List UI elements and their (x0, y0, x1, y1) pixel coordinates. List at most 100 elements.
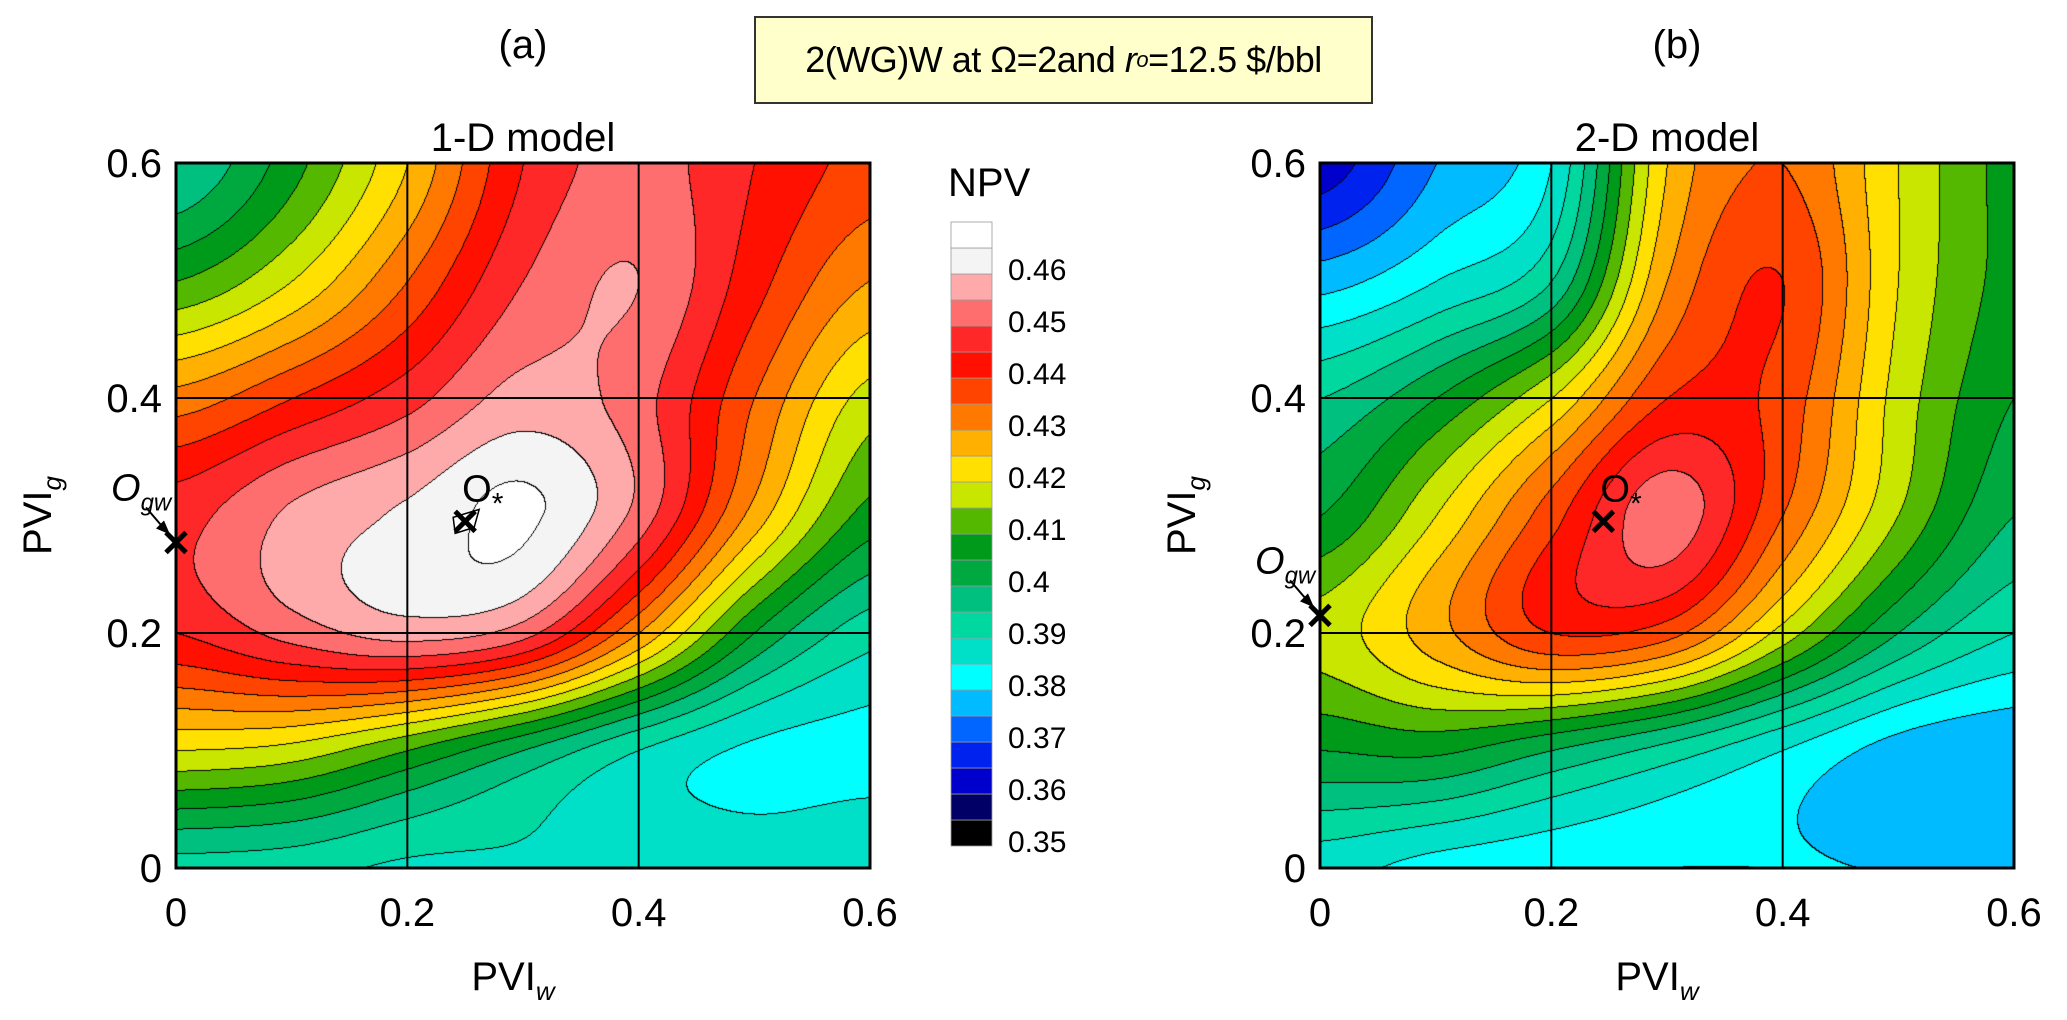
colorbar-band (950, 481, 993, 509)
x-axis-label-sub: w (536, 976, 557, 1006)
contour-fill-b (1320, 163, 2014, 868)
colorbar-tick-label: 0.42 (1008, 462, 1066, 495)
colorbar-band (950, 611, 993, 639)
marker-label-main: O (1600, 468, 1630, 510)
plot-frame (1318, 161, 2016, 870)
x-tick-label: 0.6 (842, 891, 898, 935)
marker-label-main: O (1255, 540, 1285, 582)
y-tick-label: 0 (140, 847, 162, 891)
marker-label-sub: * (492, 487, 504, 520)
marker-o-star: O* (1591, 468, 1642, 534)
colorbar-band (950, 741, 993, 769)
y-tick-label: 0.4 (1250, 377, 1306, 421)
x-tick-label: 0.4 (1755, 891, 1811, 935)
colorbar-band (950, 429, 993, 457)
title-omega: Ω=2 (990, 39, 1057, 80)
title-r: r (1124, 39, 1137, 80)
colorbar-band (950, 221, 993, 249)
colorbar-band (950, 767, 993, 795)
colorbar: NPV 0.46 0.45 0.44 0.43 0.42 0.41 0.4 0.39 0.38 0.… (948, 161, 1066, 859)
marker-o-star: O* (452, 468, 504, 535)
x-tick-label: 0.6 (1986, 891, 2042, 935)
colorbar-band (950, 689, 993, 717)
y-tick-label: 0.2 (1250, 612, 1306, 656)
colorbar-tick-label: 0.36 (1008, 774, 1066, 807)
marker-label: Ogw (1255, 540, 1317, 589)
x-axis-label-main: PVI (1615, 955, 1679, 999)
x-axis-label-main: PVI (471, 955, 535, 999)
y-tick-label: 0.6 (1250, 142, 1306, 186)
y-tick-label: 0.2 (106, 612, 162, 656)
colorbar-band (950, 637, 993, 665)
x-tick-label: 0.2 (380, 891, 436, 935)
marker-label-sub: gw (141, 490, 173, 517)
colorbar-tick-label: 0.37 (1008, 722, 1066, 755)
x-tick-label: 0 (165, 891, 187, 935)
colorbar-band (950, 273, 993, 301)
colorbar-tick-label: 0.38 (1008, 670, 1066, 703)
colorbar-tick-label: 0.44 (1008, 358, 1066, 391)
colorbar-band (950, 793, 993, 821)
panel-title: 1-D model (431, 116, 616, 160)
colorbar-title: NPV (948, 161, 1031, 205)
colorbar-band (950, 559, 993, 587)
colorbar-band (950, 533, 993, 561)
colorbar-tick-label: 0.41 (1008, 514, 1066, 547)
colorbar-tick-label: 0.4 (1008, 566, 1050, 599)
y-axis-label: PVIg (16, 475, 67, 554)
colorbar-tick-label: 0.35 (1008, 826, 1066, 859)
colorbar-band (950, 507, 993, 535)
colorbar-tick-label: 0.45 (1008, 306, 1066, 339)
colorbar-band (950, 585, 993, 613)
colorbar-band (950, 325, 993, 353)
y-axis-label-sub: g (37, 475, 67, 490)
y-axis-label-sub: g (1181, 475, 1211, 490)
colorbar-band (950, 351, 993, 379)
colorbar-band (950, 247, 993, 275)
marker-label-sub: gw (1285, 562, 1317, 589)
title-and: and (1056, 39, 1116, 80)
x-tick-label: 0 (1309, 891, 1331, 935)
x-tick-label: 0.2 (1524, 891, 1580, 935)
contour-fill-a (176, 163, 870, 868)
y-tick-label: 0.6 (106, 142, 162, 186)
arrow-head-icon (156, 520, 170, 535)
colorbar-band (950, 819, 993, 847)
y-axis-label-main: PVI (16, 490, 60, 554)
title-prefix: 2(WG)W at (805, 39, 981, 80)
marker-label-main: O (462, 468, 492, 510)
y-axis-label: PVIg (1160, 475, 1211, 554)
panel-label: (b) (1653, 23, 1702, 67)
colorbar-band (950, 377, 993, 405)
x-mark-icon (453, 509, 477, 534)
colorbar-tick-label: 0.46 (1008, 254, 1066, 287)
colorbar-band (950, 403, 993, 431)
x-axis-label: PVIw (471, 955, 556, 1006)
x-mark-icon (164, 530, 188, 555)
marker-o-gw: Ogw (1255, 540, 1332, 628)
marker-label-main: O (111, 468, 141, 510)
arrow-head-icon (1300, 593, 1314, 608)
marker-label: O* (462, 468, 504, 520)
colorbar-band (950, 299, 993, 327)
marker-o-gw: Ogw (111, 468, 188, 555)
title-suffix: =12.5 $/bbl (1148, 39, 1322, 80)
x-mark-icon (1308, 603, 1332, 628)
colorbar-band (950, 455, 993, 483)
title-r-sub: o (1136, 47, 1149, 72)
plot-frame (174, 161, 872, 870)
figure-title-box: 2(WG)W at Ω=2 and r o =12.5 $/bbl (754, 16, 1373, 104)
colorbar-band (950, 663, 993, 691)
colorbar-tick-label: 0.39 (1008, 618, 1066, 651)
marker-label-sub: * (1630, 487, 1642, 520)
marker-label: O* (1600, 468, 1642, 520)
marker-label: Ogw (111, 468, 173, 517)
colorbar-band (950, 715, 993, 743)
x-tick-label: 0.4 (611, 891, 667, 935)
x-axis-label-sub: w (1680, 976, 1701, 1006)
colorbar-tick-label: 0.43 (1008, 410, 1066, 443)
x-axis-label: PVIw (1615, 955, 1700, 1006)
